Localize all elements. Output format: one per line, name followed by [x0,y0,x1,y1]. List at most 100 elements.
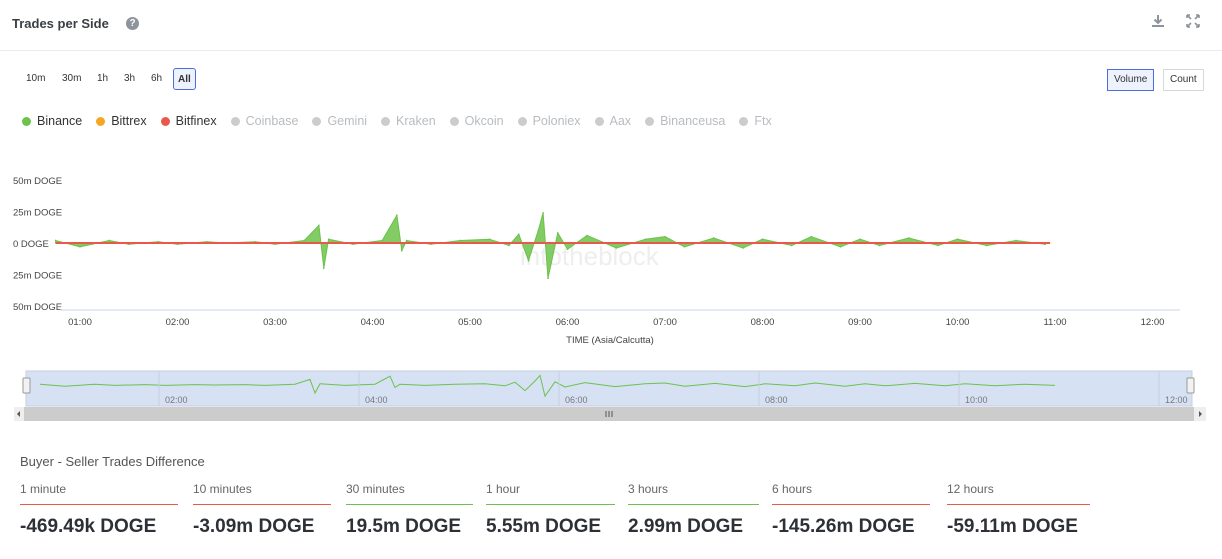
stat-item: 12 hours -59.11m DOGE [947,482,1090,538]
stats-title: Buyer - Seller Trades Difference [20,454,205,469]
legend-item-okcoin[interactable]: Okcoin [449,114,504,128]
trades-chart: 50m DOGE 25m DOGE 0 DOGE 25m DOGE 50m DOGE 01… [13,176,1180,345]
stat-value: -59.11m DOGE [947,516,1078,537]
navigator-tick-label: 12:00 [1165,395,1188,405]
x-tick-label: 04:00 [361,317,385,328]
navigator-tick-label: 04:00 [365,395,388,405]
range-navigator[interactable]: 02:00 04:00 06:00 08:00 10:00 12:00 [0,365,1222,425]
x-tick-label: 03:00 [263,317,287,328]
navigator-selection[interactable] [25,370,1193,407]
navigator-tick-label: 08:00 [765,395,788,405]
x-tick-label: 08:00 [751,317,775,328]
legend-item-gemini[interactable]: Gemini [312,114,367,128]
legend-dot-icon [449,117,459,126]
data-point [790,244,793,247]
stat-period-label: 3 hours [628,482,759,505]
legend-label: Kraken [396,114,436,128]
data-point [985,244,988,247]
data-point [761,238,764,241]
stat-value: 19.5m DOGE [346,516,462,537]
legend-dot-icon [645,117,655,126]
data-point [327,238,330,241]
legend-item-coinbase[interactable]: Coinbase [230,114,298,128]
legend-dot-icon [160,117,170,126]
data-point [683,245,686,248]
data-point [937,244,939,247]
volume-toggle-button[interactable]: Volume [1107,69,1155,91]
stat-period-label: 1 hour [486,482,615,505]
stat-item: 1 hour 5.55m DOGE [486,482,615,538]
data-point [459,239,462,242]
legend-item-kraken[interactable]: Kraken [381,114,436,128]
stat-period-label: 30 minutes [346,482,473,505]
scroll-left-arrow-icon[interactable] [17,411,20,417]
stat-period-label: 10 minutes [193,482,331,505]
x-tick-label: 07:00 [653,317,677,328]
stat-value: 5.55m DOGE [486,516,602,537]
count-toggle-button[interactable]: Count [1163,69,1204,91]
x-tick-label: 05:00 [458,317,482,328]
stat-value: -3.09m DOGE [193,516,315,537]
legend-dot-icon [517,117,527,126]
range-10m-button[interactable]: 10m [26,73,46,84]
navigator-right-handle[interactable] [1186,377,1195,394]
scroll-right-arrow-icon[interactable] [1199,411,1202,417]
legend-dot-icon [381,117,391,126]
legend-dot-icon [312,117,322,126]
data-point [488,238,491,241]
x-tick-label: 01:00 [68,317,92,328]
stat-period-label: 12 hours [947,482,1090,505]
data-point [405,239,408,242]
data-point [615,247,618,249]
download-icon[interactable] [1151,14,1165,32]
data-point [644,238,647,241]
fullscreen-icon[interactable] [1186,14,1200,32]
legend-label: Gemini [327,114,368,128]
legend-item-binance[interactable]: Binance [22,114,82,128]
navigator-left-handle[interactable] [22,377,31,394]
legend-item-poloniex[interactable]: Poloniex [517,114,581,128]
legend-label: Poloniex [532,114,581,128]
y-tick-label: 50m DOGE [13,176,62,187]
range-3h-button[interactable]: 3h [124,73,136,84]
x-tick-label: 02:00 [166,317,190,328]
y-tick-label: 50m DOGE [13,302,62,313]
chart-legend: Binance Bittrex Bitfinex Coinbase Gemini Krak… [22,114,786,128]
legend-item-bitfinex[interactable]: Bitfinex [160,114,217,128]
range-all-button[interactable]: All [173,68,196,90]
data-point [542,211,544,214]
legend-item-binanceusa[interactable]: Binanceusa [645,114,725,128]
stat-item: 30 minutes 19.5m DOGE [346,482,473,538]
navigator-tick-label: 06:00 [565,395,588,405]
navigator-tick-label: 02:00 [165,395,188,405]
range-1h-button[interactable]: 1h [97,73,109,84]
legend-dot-icon [739,117,749,126]
scrollbar-grip-icon[interactable] [605,411,613,417]
data-point [527,259,530,262]
data-point [79,245,81,248]
widget-header: Trades per Side ? [0,0,1222,51]
legend-dot-icon [22,117,31,126]
stat-value: -469.49k DOGE [20,516,157,537]
series-area [55,212,1046,279]
range-6h-button[interactable]: 6h [151,73,163,84]
data-point [108,239,111,242]
stat-value: -145.26m DOGE [772,516,915,537]
data-point [303,239,306,242]
data-point [742,247,744,249]
legend-label: Binance [37,114,83,128]
data-point [956,238,959,241]
data-point [859,238,861,241]
y-tick-label: 0 DOGE [13,239,49,250]
data-point [712,237,715,239]
legend-dot-icon [594,117,604,126]
help-icon[interactable]: ? [126,17,139,30]
legend-item-bittrex[interactable]: Bittrex [96,114,147,128]
navigator-tick-label: 10:00 [965,395,988,405]
data-point [907,237,910,239]
data-point [839,245,842,248]
range-30m-button[interactable]: 30m [62,73,82,84]
legend-item-aax[interactable]: Aax [594,114,632,128]
legend-label: Aax [609,114,632,128]
legend-item-ftx[interactable]: Ftx [739,114,772,128]
